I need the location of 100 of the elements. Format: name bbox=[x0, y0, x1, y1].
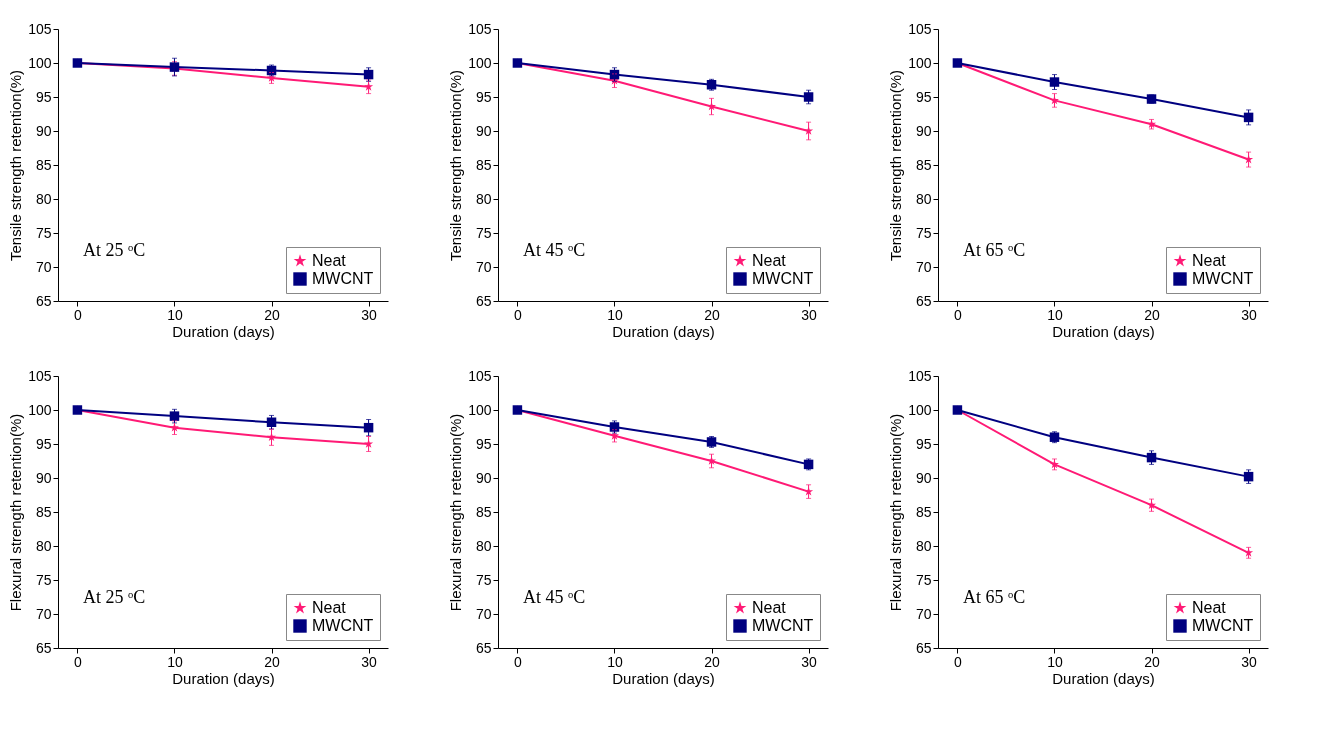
x-axis-title: Duration (days) bbox=[172, 669, 275, 687]
annotation: At 65 ᵒC bbox=[963, 240, 1026, 260]
y-tick-label: 70 bbox=[915, 605, 932, 622]
x-tick-label: 0 bbox=[954, 653, 963, 670]
y-tick-label: 65 bbox=[915, 639, 932, 656]
y-tick-label: 105 bbox=[28, 20, 52, 37]
y-tick-label: 105 bbox=[28, 367, 52, 384]
x-tick-label: 30 bbox=[1241, 306, 1258, 323]
y-tick-label: 105 bbox=[468, 367, 492, 384]
annotation: At 45 ᵒC bbox=[523, 587, 586, 607]
y-tick-label: 85 bbox=[475, 156, 492, 173]
x-tick-label: 10 bbox=[167, 653, 183, 670]
y-tick-label: 65 bbox=[35, 292, 52, 309]
y-tick-label: 85 bbox=[35, 156, 52, 173]
y-tick-label: 90 bbox=[35, 469, 52, 486]
y-tick-label: 85 bbox=[915, 503, 932, 520]
x-tick-label: 0 bbox=[954, 306, 963, 323]
y-tick-label: 100 bbox=[28, 54, 52, 71]
legend-label: Neat bbox=[1192, 599, 1227, 616]
y-axis-title: Tensile strength retention(%) bbox=[447, 70, 465, 261]
y-tick-label: 90 bbox=[35, 122, 52, 139]
y-tick-label: 100 bbox=[468, 54, 492, 71]
x-tick-label: 10 bbox=[1047, 653, 1063, 670]
y-tick-label: 105 bbox=[908, 20, 932, 37]
x-tick-label: 20 bbox=[704, 653, 721, 670]
y-tick-label: 70 bbox=[35, 258, 52, 275]
annotation: At 25 ᵒC bbox=[83, 240, 146, 260]
x-tick-label: 30 bbox=[801, 306, 818, 323]
legend-label: Neat bbox=[1192, 252, 1227, 269]
y-tick-label: 90 bbox=[915, 122, 932, 139]
annotation: At 45 ᵒC bbox=[523, 240, 586, 260]
y-tick-label: 105 bbox=[908, 367, 932, 384]
y-tick-label: 85 bbox=[915, 156, 932, 173]
x-tick-label: 0 bbox=[514, 653, 523, 670]
y-tick-label: 100 bbox=[468, 401, 492, 418]
x-axis-title: Duration (days) bbox=[612, 322, 715, 340]
y-axis-title: Tensile strength retention(%) bbox=[887, 70, 905, 261]
x-tick-label: 20 bbox=[264, 653, 281, 670]
legend-label: MWCNT bbox=[312, 617, 374, 634]
x-tick-label: 20 bbox=[704, 306, 721, 323]
x-tick-label: 30 bbox=[361, 653, 378, 670]
y-tick-label: 75 bbox=[475, 224, 492, 241]
x-tick-label: 20 bbox=[1144, 306, 1161, 323]
y-tick-label: 100 bbox=[908, 401, 932, 418]
legend-label: Neat bbox=[752, 252, 787, 269]
y-tick-label: 75 bbox=[35, 571, 52, 588]
y-tick-label: 75 bbox=[475, 571, 492, 588]
y-axis-title: Flexural strength retention(%) bbox=[7, 413, 25, 612]
x-tick-label: 30 bbox=[361, 306, 378, 323]
annotation: At 65 ᵒC bbox=[963, 587, 1026, 607]
y-tick-label: 65 bbox=[35, 639, 52, 656]
x-axis-title: Duration (days) bbox=[172, 322, 275, 340]
y-tick-label: 80 bbox=[915, 190, 932, 207]
y-tick-label: 75 bbox=[915, 224, 932, 241]
x-tick-label: 0 bbox=[74, 653, 83, 670]
y-tick-label: 90 bbox=[915, 469, 932, 486]
y-tick-label: 90 bbox=[475, 469, 492, 486]
y-tick-label: 95 bbox=[475, 435, 492, 452]
x-tick-label: 10 bbox=[607, 653, 623, 670]
legend-label: Neat bbox=[312, 252, 347, 269]
y-tick-label: 100 bbox=[908, 54, 932, 71]
y-tick-label: 85 bbox=[35, 503, 52, 520]
y-tick-label: 70 bbox=[475, 605, 492, 622]
x-tick-label: 10 bbox=[1047, 306, 1063, 323]
y-tick-label: 65 bbox=[475, 639, 492, 656]
x-axis-title: Duration (days) bbox=[612, 669, 715, 687]
x-tick-label: 30 bbox=[801, 653, 818, 670]
y-tick-label: 75 bbox=[35, 224, 52, 241]
y-axis-title: Tensile strength retention(%) bbox=[7, 70, 25, 261]
y-tick-label: 85 bbox=[475, 503, 492, 520]
x-tick-label: 20 bbox=[1144, 653, 1161, 670]
y-tick-label: 95 bbox=[915, 88, 932, 105]
y-tick-label: 65 bbox=[475, 292, 492, 309]
y-tick-label: 70 bbox=[475, 258, 492, 275]
legend-label: MWCNT bbox=[312, 270, 374, 287]
x-tick-label: 30 bbox=[1241, 653, 1258, 670]
y-tick-label: 80 bbox=[35, 190, 52, 207]
legend-label: MWCNT bbox=[1192, 270, 1254, 287]
y-tick-label: 80 bbox=[915, 537, 932, 554]
legend-label: MWCNT bbox=[752, 270, 814, 287]
x-axis-title: Duration (days) bbox=[1052, 669, 1155, 687]
y-tick-label: 75 bbox=[915, 571, 932, 588]
y-tick-label: 80 bbox=[35, 537, 52, 554]
x-tick-label: 10 bbox=[167, 306, 183, 323]
y-tick-label: 95 bbox=[475, 88, 492, 105]
y-tick-label: 65 bbox=[915, 292, 932, 309]
y-tick-label: 95 bbox=[915, 435, 932, 452]
y-axis-title: Flexural strength retention(%) bbox=[447, 413, 465, 612]
legend-label: Neat bbox=[752, 599, 787, 616]
legend-label: MWCNT bbox=[752, 617, 814, 634]
y-tick-label: 105 bbox=[468, 20, 492, 37]
x-tick-label: 20 bbox=[264, 306, 281, 323]
x-axis-title: Duration (days) bbox=[1052, 322, 1155, 340]
y-tick-label: 95 bbox=[35, 435, 52, 452]
x-tick-label: 10 bbox=[607, 306, 623, 323]
y-axis-title: Flexural strength retention(%) bbox=[887, 413, 905, 612]
x-tick-label: 0 bbox=[514, 306, 523, 323]
legend-label: Neat bbox=[312, 599, 347, 616]
y-tick-label: 80 bbox=[475, 537, 492, 554]
legend-label: MWCNT bbox=[1192, 617, 1254, 634]
